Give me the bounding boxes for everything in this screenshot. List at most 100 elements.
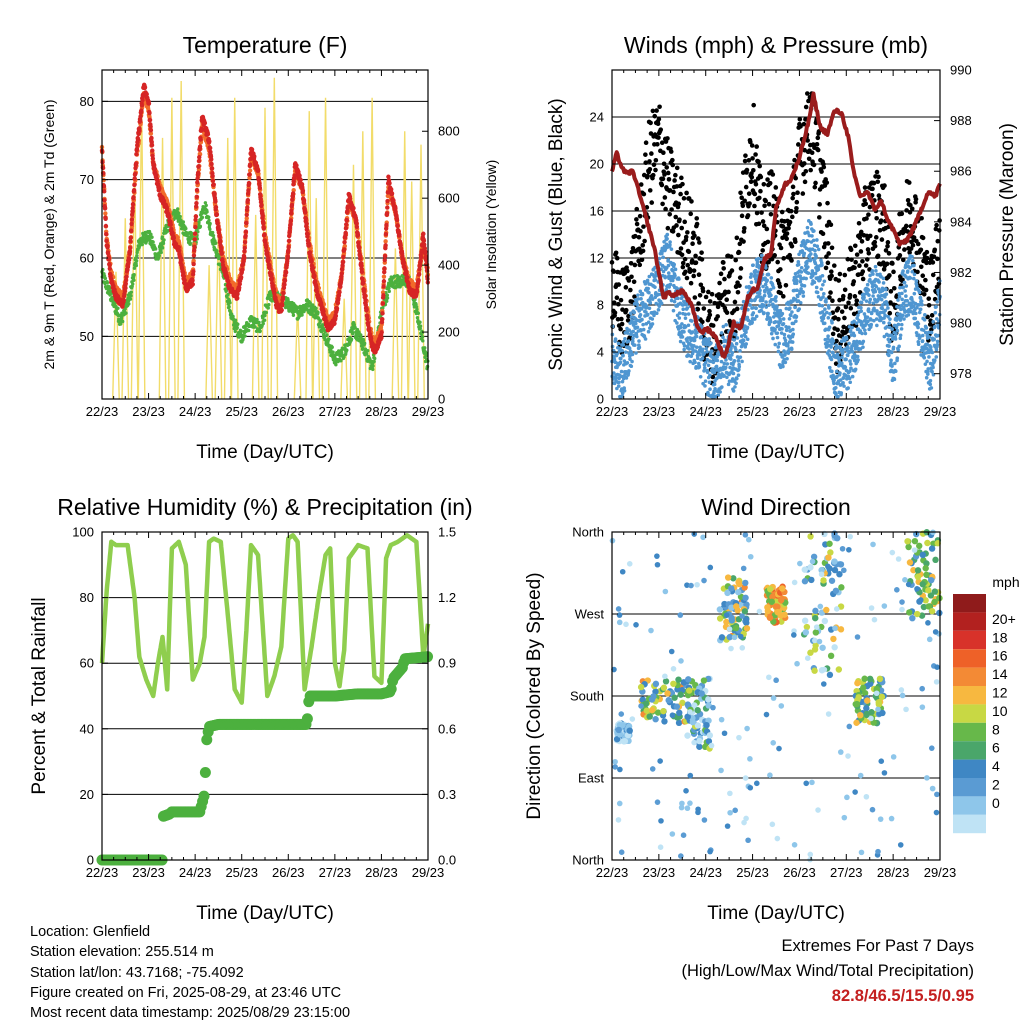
data-point xyxy=(247,162,253,167)
data-point xyxy=(683,234,689,240)
data-point xyxy=(195,170,201,176)
data-point xyxy=(355,232,361,238)
data-point xyxy=(214,241,218,245)
data-point xyxy=(654,301,659,306)
data-point xyxy=(680,335,685,339)
data-point xyxy=(365,316,370,322)
data-point xyxy=(872,243,878,249)
data-point xyxy=(626,278,632,283)
data-point xyxy=(243,334,247,338)
data-point xyxy=(739,213,745,219)
data-point xyxy=(134,263,139,268)
data-point xyxy=(746,191,752,196)
data-point xyxy=(342,247,347,252)
data-point xyxy=(627,369,631,373)
data-point xyxy=(128,245,133,251)
series-sonic-wind xyxy=(610,219,942,399)
data-point xyxy=(414,289,420,294)
data-point xyxy=(737,283,742,288)
data-point xyxy=(325,333,329,337)
data-point xyxy=(104,238,109,244)
y-right-tick-label: 600 xyxy=(438,191,460,206)
data-point xyxy=(635,302,640,307)
data-point xyxy=(857,263,862,269)
data-point xyxy=(249,147,255,152)
data-point xyxy=(381,284,386,289)
x-tick-label: 25/23 xyxy=(225,404,258,419)
data-point xyxy=(389,187,394,192)
data-point xyxy=(382,253,388,259)
data-point xyxy=(190,282,196,287)
data-point xyxy=(635,325,640,330)
data-point xyxy=(361,287,367,293)
data-point xyxy=(935,256,940,262)
data-point xyxy=(210,173,215,179)
data-point xyxy=(698,353,702,357)
data-point xyxy=(759,210,764,215)
data-point xyxy=(803,104,809,110)
data-point xyxy=(629,364,634,369)
data-point xyxy=(921,291,927,297)
y-tick-label: 80 xyxy=(80,94,94,109)
data-point xyxy=(379,330,384,335)
data-point xyxy=(197,221,201,225)
data-point xyxy=(140,242,144,247)
data-point xyxy=(283,270,289,275)
data-point xyxy=(130,205,135,211)
data-point xyxy=(333,313,339,319)
data-point xyxy=(233,318,238,322)
y-right-tick-label: 0 xyxy=(438,392,445,407)
data-point xyxy=(742,225,747,231)
data-point xyxy=(787,219,793,225)
data-point xyxy=(262,232,267,237)
data-point xyxy=(289,202,295,208)
data-point xyxy=(247,328,251,333)
data-point xyxy=(784,236,789,242)
data-point xyxy=(184,226,188,231)
data-point xyxy=(826,251,831,256)
data-point xyxy=(334,363,338,367)
data-point xyxy=(934,222,939,228)
data-point xyxy=(639,297,643,301)
data-point xyxy=(761,182,767,187)
data-point xyxy=(891,285,897,291)
data-point xyxy=(231,314,235,319)
data-point xyxy=(734,235,740,241)
data-point xyxy=(700,347,705,352)
data-point xyxy=(394,217,400,223)
data-point xyxy=(645,312,650,317)
data-point xyxy=(699,257,705,262)
data-point xyxy=(662,195,668,200)
data-point xyxy=(863,201,869,207)
data-point xyxy=(177,211,181,216)
data-point xyxy=(663,206,668,212)
data-point xyxy=(261,226,266,231)
data-point xyxy=(385,205,390,210)
data-point xyxy=(129,217,135,222)
data-point xyxy=(932,247,938,253)
data-point xyxy=(148,131,154,136)
data-point xyxy=(623,337,627,341)
data-point xyxy=(619,369,624,374)
data-point xyxy=(381,293,386,298)
data-point xyxy=(690,319,694,323)
data-point xyxy=(757,163,762,169)
data-point xyxy=(191,269,196,274)
data-point xyxy=(286,298,290,302)
solar-spike xyxy=(121,218,130,400)
data-point xyxy=(131,188,137,193)
data-point xyxy=(628,287,633,293)
data-point xyxy=(261,221,266,226)
data-point xyxy=(256,168,261,173)
data-point xyxy=(738,190,743,196)
data-point xyxy=(380,311,385,316)
data-point xyxy=(383,239,388,244)
solar-spike xyxy=(177,81,186,400)
data-point xyxy=(316,310,320,315)
data-point xyxy=(918,264,924,270)
data-point xyxy=(847,292,853,298)
data-point xyxy=(157,253,161,258)
data-point xyxy=(343,226,349,231)
data-point xyxy=(192,231,198,236)
data-point xyxy=(808,167,813,173)
